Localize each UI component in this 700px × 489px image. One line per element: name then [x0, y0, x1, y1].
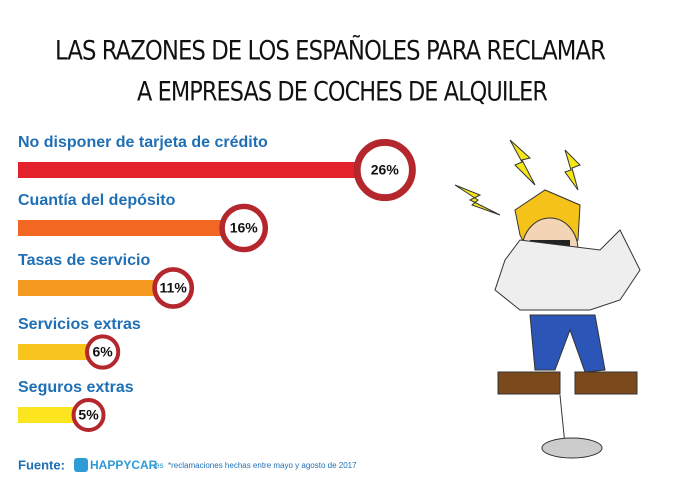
value-label: 26%	[371, 162, 400, 178]
bar	[18, 162, 385, 178]
bar	[18, 220, 244, 236]
value-badge	[85, 334, 121, 370]
value-label: 11%	[160, 280, 188, 296]
bar	[18, 407, 89, 423]
value-label: 16%	[230, 220, 259, 236]
value-badge	[152, 267, 195, 309]
value-badge	[71, 398, 106, 432]
category-label: Cuantía del depósito	[18, 192, 176, 209]
illustration	[454, 139, 641, 459]
source-domain: .es	[153, 461, 164, 470]
category-label: Servicios extras	[18, 316, 141, 333]
bar	[18, 280, 174, 296]
value-badge	[219, 203, 269, 253]
value-label: 5%	[78, 407, 99, 423]
category-label: Tasas de servicio	[18, 252, 150, 269]
value-label: 6%	[93, 344, 114, 360]
source-label: Fuente:	[18, 457, 65, 472]
value-badge	[353, 138, 416, 202]
category-label: No disponer de tarjeta de crédito	[18, 134, 268, 151]
bar	[18, 344, 103, 360]
source-brand: HAPPYCAR	[90, 458, 158, 472]
source-note: *reclamaciones hechas entre mayo y agost…	[168, 461, 357, 470]
chart-title: LAS RAZONES DE LOS ESPAÑOLES PARA RECLAM…	[55, 35, 606, 67]
chart-title: A EMPRESAS DE COCHES DE ALQUILER	[137, 77, 548, 108]
category-label: Seguros extras	[18, 379, 134, 396]
brand-icon	[74, 458, 88, 472]
